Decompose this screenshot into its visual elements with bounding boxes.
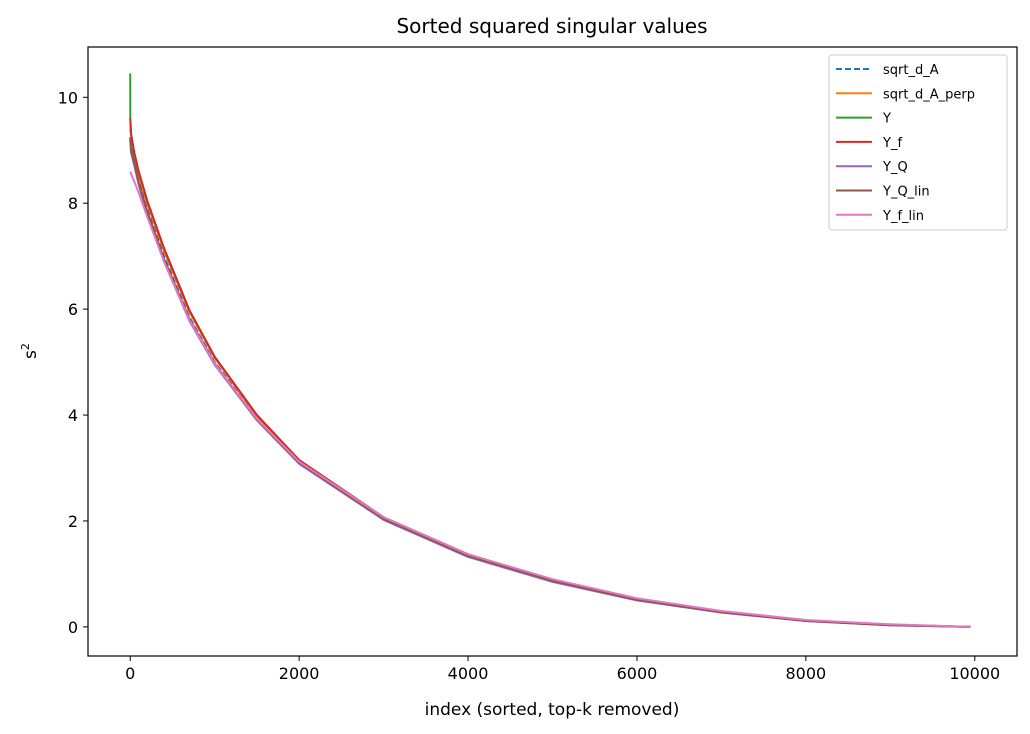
- x-tick-label: 2000: [279, 664, 320, 683]
- legend-label-0: sqrt_d_A: [883, 63, 939, 78]
- legend: sqrt_d_A sqrt_d_A_perp Y Y_f Y_Q Y_Q_lin Y_f_l…: [828, 54, 1008, 231]
- series-layer: [129, 73, 971, 628]
- legend-label-4: Y_Q: [882, 160, 908, 175]
- legend-label-2: Y: [882, 112, 891, 127]
- y-axis-title-sup: 2: [19, 343, 32, 350]
- x-tick-label: 10000: [949, 664, 1000, 683]
- series-line-6: [129, 171, 971, 628]
- x-axis-title: index (sorted, top-k removed): [425, 700, 680, 720]
- y-tick-label: 10: [58, 88, 78, 107]
- legend-frame: [828, 54, 1008, 231]
- plot-area: 0 2000 4000 6000 8000 10000 0 2 4 6 8 10: [58, 46, 1018, 683]
- legend-items: sqrt_d_A sqrt_d_A_perp Y Y_f Y_Q Y_Q_lin Y_f_l…: [836, 63, 975, 224]
- plot-frame: [87, 46, 1018, 657]
- y-axis: 0 2 4 6 8 10: [58, 88, 88, 637]
- y-tick-label: 0: [68, 618, 78, 637]
- y-tick-label: 8: [68, 194, 78, 213]
- y-tick-label: 4: [68, 406, 78, 425]
- legend-label-6: Y_f_lin: [882, 209, 924, 224]
- x-tick-label: 6000: [617, 664, 658, 683]
- legend-label-5: Y_Q_lin: [882, 185, 930, 200]
- y-tick-label: 2: [68, 512, 78, 531]
- chart-title: Sorted squared singular values: [396, 14, 707, 38]
- y-axis-title: s2: [19, 343, 41, 359]
- y-axis-title-base: s: [21, 350, 41, 359]
- x-axis: 0 2000 4000 6000 8000 10000: [125, 656, 1000, 683]
- x-tick-label: 0: [125, 664, 135, 683]
- x-tick-label: 4000: [448, 664, 489, 683]
- legend-label-3: Y_f: [882, 136, 902, 151]
- legend-label-1: sqrt_d_A_perp: [883, 87, 975, 102]
- y-tick-label: 6: [68, 300, 78, 319]
- x-tick-label: 8000: [786, 664, 827, 683]
